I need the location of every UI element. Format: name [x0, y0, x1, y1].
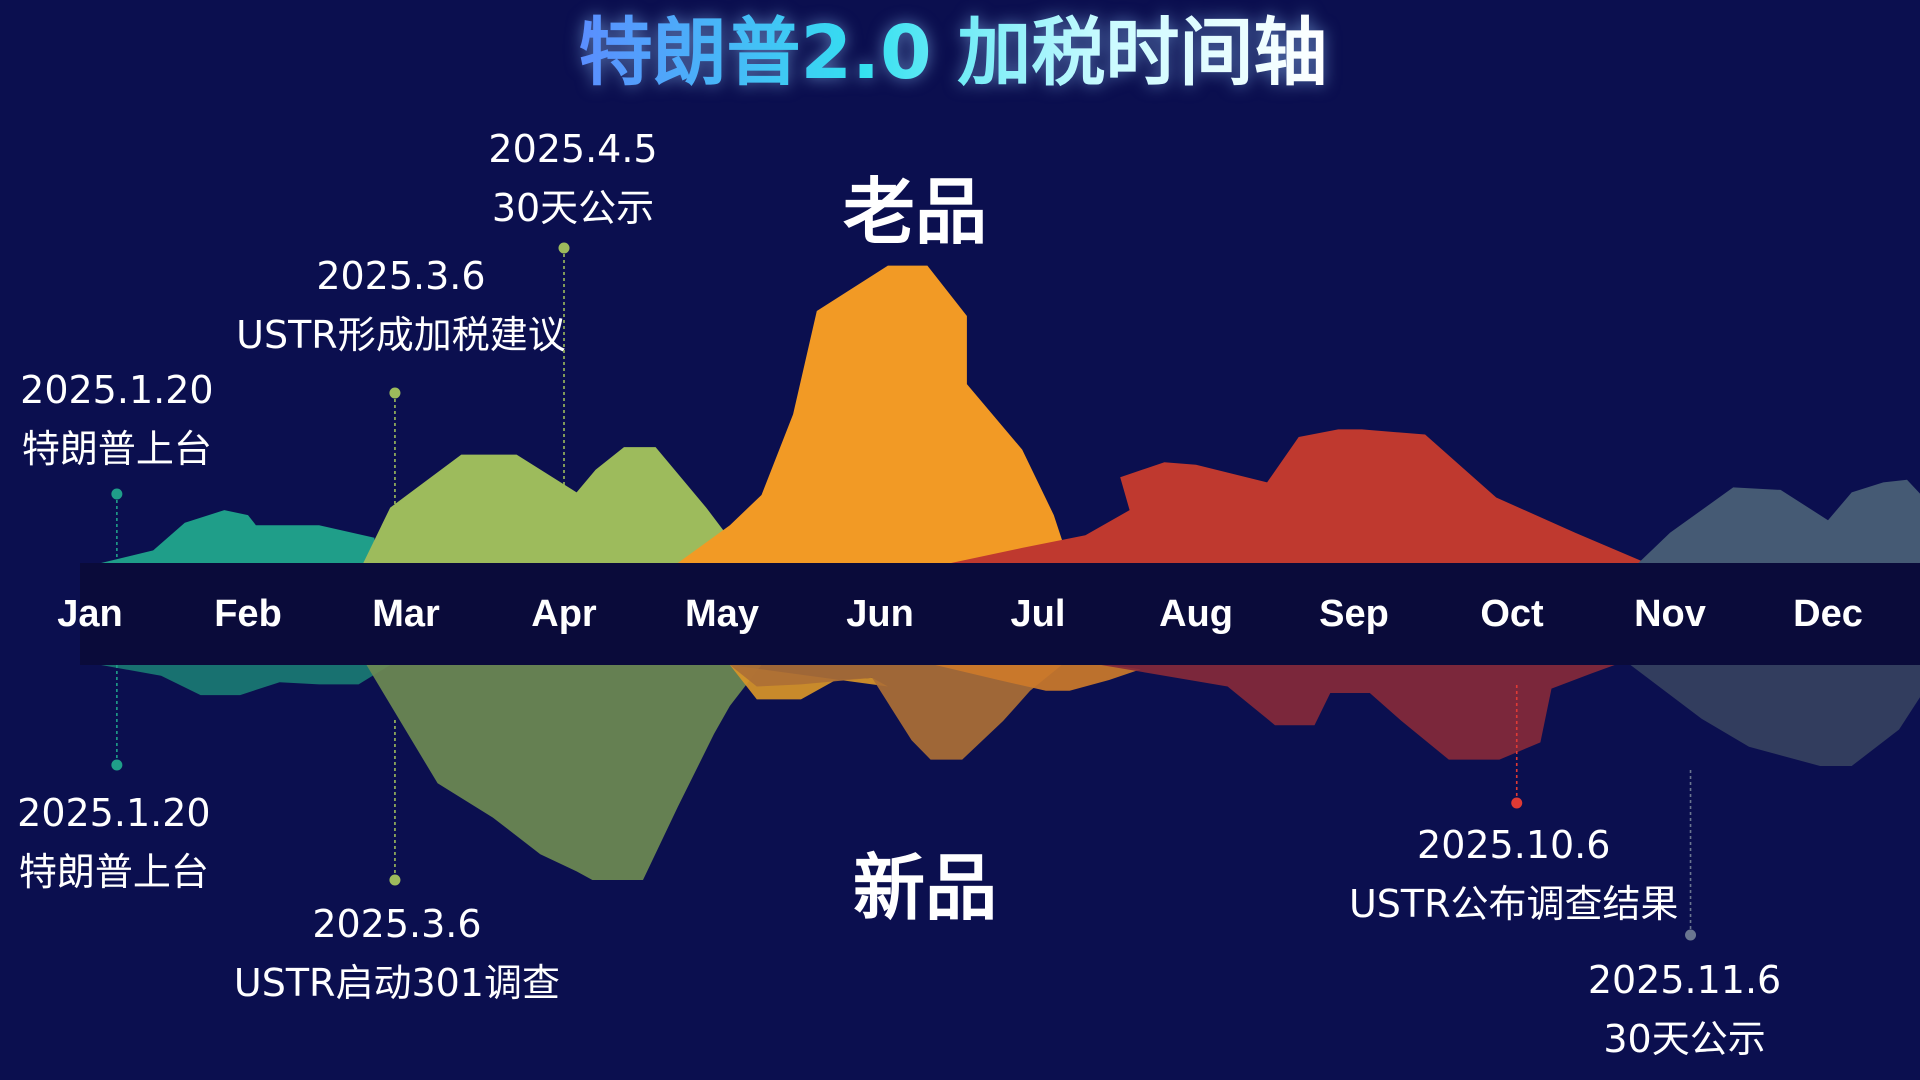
top-area-4 [951, 429, 1647, 563]
bottom-series-label: 新品 [853, 846, 997, 930]
bottom-area-4 [729, 665, 1062, 760]
month-label-mar: Mar [372, 593, 440, 635]
bottom-annotation-dot [389, 874, 401, 886]
bottom-annotation-date: 2025.1.20 [17, 791, 210, 835]
month-label-may: May [685, 593, 759, 635]
bottom-area-5 [935, 665, 1141, 691]
bottom-annotation-dot [111, 759, 123, 771]
event-annotations: 2025.1.20 特朗普上台 2025.3.6 USTR形成加税建议 2025.4.5… [17, 127, 1781, 1061]
month-label-jan: Jan [57, 593, 122, 635]
bottom-area-1 [101, 665, 391, 696]
month-label-nov: Nov [1634, 593, 1706, 635]
top-series-label: 老品 [843, 170, 987, 254]
month-label-aug: Aug [1159, 593, 1233, 635]
month-axis-band [80, 563, 1920, 665]
bottom-annotation-dot [1511, 797, 1523, 809]
top-area-2 [363, 447, 746, 563]
bottom-annotation-text: 特朗普上台 [19, 850, 209, 894]
top-area-3 [677, 265, 1070, 563]
month-label-dec: Dec [1793, 593, 1863, 635]
bottom-annotation-date: 2025.11.6 [1588, 958, 1781, 1002]
month-label-jun: Jun [846, 593, 914, 635]
chart-title: 特朗普2.0 加税时间轴 [579, 10, 1328, 96]
month-axis-labels: Jan Feb Mar Apr May Jun Jul Aug Sep Oct Nov Dec [57, 593, 1863, 635]
top-annotation-dot [558, 242, 570, 254]
top-area-1 [101, 510, 375, 563]
top-annotation-date: 2025.4.5 [488, 127, 657, 171]
top-annotation-dot [111, 488, 123, 500]
month-label-apr: Apr [531, 593, 597, 635]
top-annotation-date: 2025.1.20 [20, 368, 213, 412]
bottom-area-2 [366, 665, 762, 880]
bottom-annotation-text: USTR公布调查结果 [1349, 882, 1679, 926]
top-annotation-date: 2025.3.6 [316, 254, 485, 298]
top-annotation-text: USTR形成加税建议 [236, 313, 566, 357]
bottom-annotation-date: 2025.10.6 [1417, 823, 1610, 867]
bottom-annotation-text: USTR启动301调查 [234, 961, 560, 1005]
top-annotation-dot [389, 387, 401, 399]
month-label-sep: Sep [1319, 593, 1389, 635]
month-label-feb: Feb [214, 593, 282, 635]
bottom-area-7 [1630, 665, 1920, 766]
bottom-series-areas [101, 665, 1920, 880]
bottom-annotation-date: 2025.3.6 [312, 902, 481, 946]
top-area-5 [1638, 479, 1920, 563]
top-annotation-text: 特朗普上台 [22, 427, 212, 471]
top-series-areas [101, 265, 1920, 563]
month-label-oct: Oct [1480, 593, 1544, 635]
month-label-jul: Jul [1011, 593, 1066, 635]
top-annotation-text: 30天公示 [492, 186, 654, 230]
bottom-area-6 [1101, 665, 1615, 760]
bottom-annotation-dot [1685, 929, 1697, 941]
bottom-annotation-text: 30天公示 [1603, 1017, 1765, 1061]
